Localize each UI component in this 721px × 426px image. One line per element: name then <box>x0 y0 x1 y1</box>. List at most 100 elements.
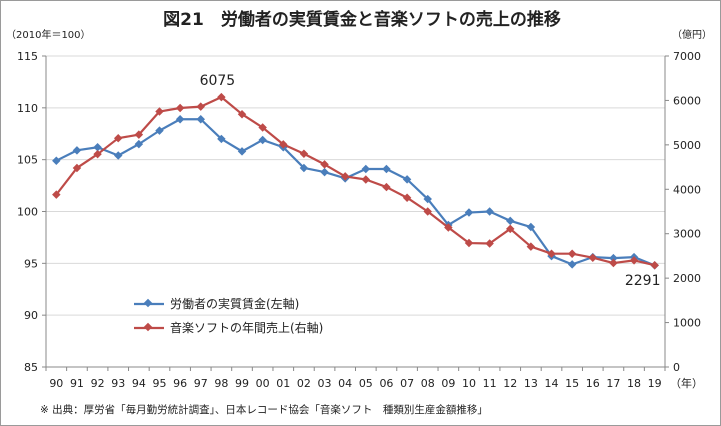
data-point-series-1 <box>320 160 329 169</box>
data-point-series-1 <box>258 123 267 132</box>
source-note: ※ 出典：厚労省「毎月勤労統計調査」、日本レコード協会「音楽ソフト 種類別生産金… <box>40 403 488 416</box>
data-point-series-1 <box>650 260 659 270</box>
data-point-series-0 <box>196 114 205 124</box>
legend-label-wage: 労働者の実質賃金(左軸) <box>170 296 299 311</box>
left-tick-label: 110 <box>17 102 38 115</box>
data-point-series-1 <box>464 238 474 248</box>
data-point-series-1 <box>567 249 577 258</box>
x-tick-label: 99 <box>235 377 249 390</box>
x-tick-label: 00 <box>256 377 270 390</box>
x-tick-label: 90 <box>49 377 63 390</box>
chart-title: 図21 労働者の実質賃金と音楽ソフトの売上の推移 <box>163 9 561 30</box>
left-axis-unit-label: （2010年＝100） <box>6 28 91 41</box>
data-point-series-0 <box>567 260 577 269</box>
data-point-series-1 <box>402 193 412 202</box>
legend-marker-wage <box>143 298 153 308</box>
x-tick-label: 11 <box>483 377 497 390</box>
x-tick-label: 06 <box>379 377 393 390</box>
annotation-label: 2291 <box>625 273 661 289</box>
x-tick-label: 02 <box>297 377 311 390</box>
x-tick-label: 18 <box>627 377 641 390</box>
data-point-series-1 <box>588 253 598 262</box>
data-point-series-0 <box>299 163 309 173</box>
x-axis-ticks: 90 91 92 93 94 95 96 97 98 99 00 01 02 03 04 05 06 07 08 09… <box>45 367 666 390</box>
x-tick-label: 17 <box>606 377 620 390</box>
right-tick-label: 7000 <box>673 50 701 63</box>
x-tick-label: 05 <box>359 377 373 390</box>
x-tick-label: 04 <box>338 377 352 390</box>
right-tick-label: 3000 <box>673 228 701 241</box>
left-tick-label: 90 <box>24 309 38 322</box>
right-tick-label: 5000 <box>673 139 701 152</box>
data-point-series-0 <box>258 135 267 145</box>
gridlines <box>46 55 665 368</box>
data-point-series-1 <box>299 149 309 158</box>
legend-marker-sales <box>143 322 153 332</box>
right-tick-label: 1000 <box>673 317 701 330</box>
data-point-series-0 <box>134 139 144 149</box>
data-point-series-0 <box>361 164 371 174</box>
data-point-series-1 <box>237 109 247 119</box>
right-axis-ticks: 0 1000 2000 3000 4000 5000 6000 7000 <box>665 50 701 374</box>
data-point-series-0 <box>113 151 123 160</box>
legend-label-sales: 音楽ソフトの年間売上(右軸) <box>170 320 323 335</box>
x-tick-label: 03 <box>318 377 332 390</box>
x-tick-label: 12 <box>503 377 517 390</box>
data-point-series-0 <box>464 208 474 217</box>
data-point-series-1 <box>485 239 494 248</box>
x-tick-label: 07 <box>400 377 414 390</box>
data-point-series-1 <box>52 190 61 199</box>
data-point-series-0 <box>402 175 412 184</box>
data-point-series-1 <box>382 182 391 192</box>
x-tick-label: 14 <box>545 377 559 390</box>
right-tick-label: 4000 <box>673 183 701 196</box>
left-tick-label: 115 <box>17 50 38 63</box>
data-point-series-1 <box>72 163 82 173</box>
x-tick-label: 19 <box>648 377 662 390</box>
data-point-series-1 <box>423 207 432 216</box>
x-tick-label: 98 <box>214 377 228 390</box>
x-tick-label: 94 <box>132 377 146 390</box>
data-point-series-0 <box>485 207 494 216</box>
legend: 労働者の実質賃金(左軸) 音楽ソフトの年間売上(右軸) <box>134 296 323 335</box>
right-tick-label: 2000 <box>673 272 701 285</box>
data-point-series-1 <box>279 140 288 149</box>
left-tick-label: 105 <box>17 154 38 167</box>
data-point-series-0 <box>217 134 226 144</box>
series-line-1 <box>55 95 655 267</box>
data-point-series-0 <box>423 194 432 204</box>
series-line-0 <box>55 118 656 267</box>
x-tick-label: 13 <box>524 377 538 390</box>
data-point-series-0 <box>382 164 391 174</box>
x-tick-label: 08 <box>421 377 435 390</box>
x-tick-label: 95 <box>152 377 166 390</box>
data-point-series-1 <box>609 258 618 268</box>
x-tick-label: 93 <box>111 377 125 390</box>
data-point-series-1 <box>113 133 123 143</box>
x-tick-label: 92 <box>91 377 105 390</box>
left-axis-ticks: 85 90 95 100 105 110 115 <box>17 50 46 374</box>
data-point-series-0 <box>175 114 185 124</box>
right-tick-label: 6000 <box>673 94 701 107</box>
annotations: 6075 2291 <box>200 73 661 289</box>
data-point-series-1 <box>629 256 639 265</box>
data-point-series-1 <box>155 107 164 116</box>
x-tick-label: 97 <box>194 377 208 390</box>
x-tick-label: 91 <box>70 377 84 390</box>
data-point-series-0 <box>93 142 102 152</box>
x-tick-label: 10 <box>462 377 476 390</box>
data-point-series-0 <box>52 156 61 165</box>
x-tick-label: 09 <box>441 377 455 390</box>
left-tick-label: 100 <box>17 206 38 219</box>
data-point-series-1 <box>175 103 185 113</box>
x-tick-label: 01 <box>276 377 290 390</box>
x-tick-label: 96 <box>173 377 187 390</box>
annotation-label: 6075 <box>200 73 236 89</box>
data-point-series-1 <box>217 92 226 102</box>
data-point-series-0 <box>72 146 82 155</box>
data-point-series-1 <box>444 223 453 232</box>
x-tick-label: 16 <box>586 377 600 390</box>
data-point-series-0 <box>237 147 247 156</box>
right-tick-label: 0 <box>673 361 680 374</box>
